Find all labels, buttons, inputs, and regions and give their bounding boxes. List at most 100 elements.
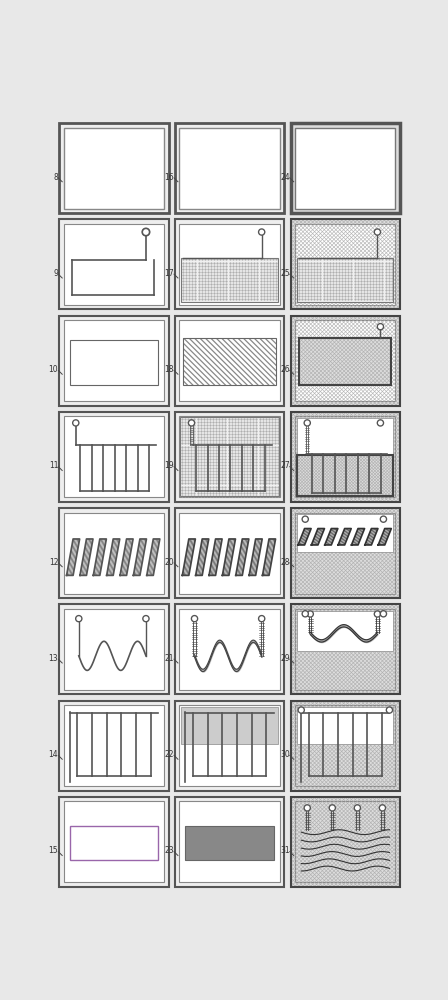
Polygon shape xyxy=(263,539,276,575)
Circle shape xyxy=(307,611,313,617)
Bar xyxy=(59,508,168,598)
Bar xyxy=(297,258,393,302)
Bar xyxy=(175,797,284,887)
Bar xyxy=(291,412,400,502)
Circle shape xyxy=(306,421,309,425)
Bar xyxy=(180,128,280,209)
Bar xyxy=(175,123,284,213)
Bar xyxy=(175,508,284,598)
Bar xyxy=(185,826,274,860)
Circle shape xyxy=(381,806,384,810)
Bar xyxy=(297,455,393,496)
Circle shape xyxy=(380,611,387,617)
Text: 30: 30 xyxy=(280,750,290,759)
Circle shape xyxy=(376,612,379,616)
Bar xyxy=(291,412,400,502)
Bar xyxy=(180,320,280,401)
Circle shape xyxy=(302,611,308,617)
Bar xyxy=(64,513,164,594)
Bar xyxy=(299,338,392,385)
Text: 20: 20 xyxy=(164,558,174,567)
Text: 15: 15 xyxy=(49,846,58,855)
Polygon shape xyxy=(196,539,209,575)
Bar xyxy=(175,701,284,791)
Polygon shape xyxy=(298,529,311,545)
Text: 16: 16 xyxy=(164,173,174,182)
Bar xyxy=(181,707,278,744)
Bar xyxy=(291,316,400,406)
Bar xyxy=(297,418,393,454)
Text: 22: 22 xyxy=(164,750,174,759)
Circle shape xyxy=(382,517,385,521)
Circle shape xyxy=(191,616,198,622)
Polygon shape xyxy=(120,539,133,575)
Circle shape xyxy=(144,230,148,234)
Bar xyxy=(175,604,284,694)
Bar xyxy=(64,705,164,786)
Circle shape xyxy=(382,612,385,615)
Circle shape xyxy=(377,324,383,330)
Bar xyxy=(291,797,400,887)
Circle shape xyxy=(376,230,379,234)
Circle shape xyxy=(144,617,148,620)
Bar xyxy=(175,412,284,502)
Bar xyxy=(297,707,393,744)
Bar xyxy=(180,705,280,786)
Circle shape xyxy=(193,617,196,620)
Bar xyxy=(291,316,400,406)
Circle shape xyxy=(302,516,308,522)
Text: 25: 25 xyxy=(280,269,290,278)
Circle shape xyxy=(190,421,193,425)
Circle shape xyxy=(76,616,82,622)
Circle shape xyxy=(258,616,265,622)
Circle shape xyxy=(377,420,383,426)
Bar xyxy=(181,258,278,302)
Polygon shape xyxy=(182,539,195,575)
Bar xyxy=(291,508,400,598)
Circle shape xyxy=(354,805,361,811)
Bar xyxy=(59,316,168,406)
Bar xyxy=(291,219,400,309)
Bar xyxy=(64,801,164,882)
Text: 24: 24 xyxy=(280,173,290,182)
Circle shape xyxy=(73,420,79,426)
Bar xyxy=(295,705,396,786)
Polygon shape xyxy=(147,539,160,575)
Polygon shape xyxy=(236,539,249,575)
Circle shape xyxy=(298,707,304,713)
Bar xyxy=(59,797,168,887)
Bar xyxy=(64,609,164,690)
Circle shape xyxy=(304,805,310,811)
Text: 27: 27 xyxy=(280,461,290,470)
Text: 21: 21 xyxy=(164,654,174,663)
Text: 12: 12 xyxy=(49,558,58,567)
Circle shape xyxy=(260,230,263,234)
Bar xyxy=(184,338,276,385)
Circle shape xyxy=(304,612,307,615)
Polygon shape xyxy=(107,539,120,575)
Bar xyxy=(291,604,400,694)
Bar xyxy=(295,224,396,305)
Bar xyxy=(181,417,279,496)
Circle shape xyxy=(189,420,194,426)
Bar xyxy=(291,701,400,791)
Bar xyxy=(59,219,168,309)
Bar xyxy=(64,416,164,497)
Bar xyxy=(64,128,164,209)
Bar xyxy=(64,224,164,305)
Polygon shape xyxy=(249,539,262,575)
Bar xyxy=(180,513,280,594)
Text: 10: 10 xyxy=(49,365,58,374)
Circle shape xyxy=(74,421,78,425)
Text: 13: 13 xyxy=(49,654,58,663)
Bar xyxy=(175,219,284,309)
Circle shape xyxy=(258,229,265,235)
Bar xyxy=(59,701,168,791)
Circle shape xyxy=(260,617,263,620)
Bar xyxy=(59,123,168,213)
Bar xyxy=(291,508,400,598)
Circle shape xyxy=(356,806,359,810)
Bar xyxy=(59,604,168,694)
Polygon shape xyxy=(67,539,80,575)
Polygon shape xyxy=(325,529,338,545)
